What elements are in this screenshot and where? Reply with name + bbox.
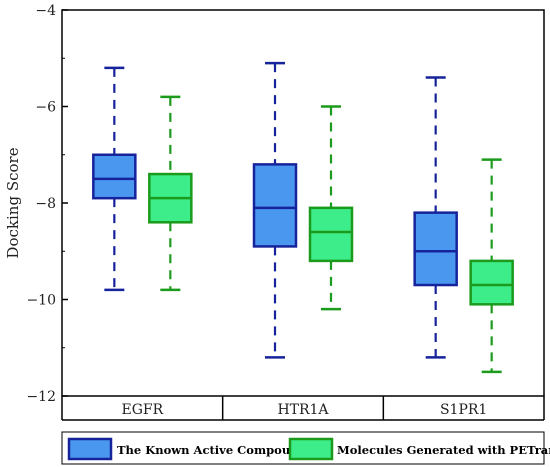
legend-label: The Known Active Compounds (117, 443, 313, 457)
iqr-box (92, 153, 137, 200)
plot-frame (61, 9, 545, 397)
x-category-label: HTR1A (277, 402, 329, 418)
x-category-label: EGFR (121, 402, 163, 418)
y-tick-label: −4 (35, 3, 56, 19)
iqr-box (469, 259, 514, 306)
iqr-box (308, 206, 354, 263)
y-tick-label: −12 (26, 389, 56, 405)
legend: The Known Active Compounds Molecules Gene… (61, 431, 550, 465)
plot-area: −4 −6 −8 −10 −12 EGFR HTR1A S1PR1 (26, 3, 545, 421)
y-tick-label: −6 (35, 100, 56, 116)
legend-swatch (288, 437, 334, 461)
y-tick-label: −10 (26, 293, 56, 309)
legend-swatch (67, 437, 113, 461)
y-tick-label: −8 (35, 196, 56, 212)
iqr-box (252, 163, 298, 248)
y-axis-label: Docking Score (4, 147, 22, 258)
legend-label: Molecules Generated with PETrans (337, 443, 550, 457)
iqr-box (413, 211, 458, 287)
x-category-label: S1PR1 (440, 402, 487, 418)
